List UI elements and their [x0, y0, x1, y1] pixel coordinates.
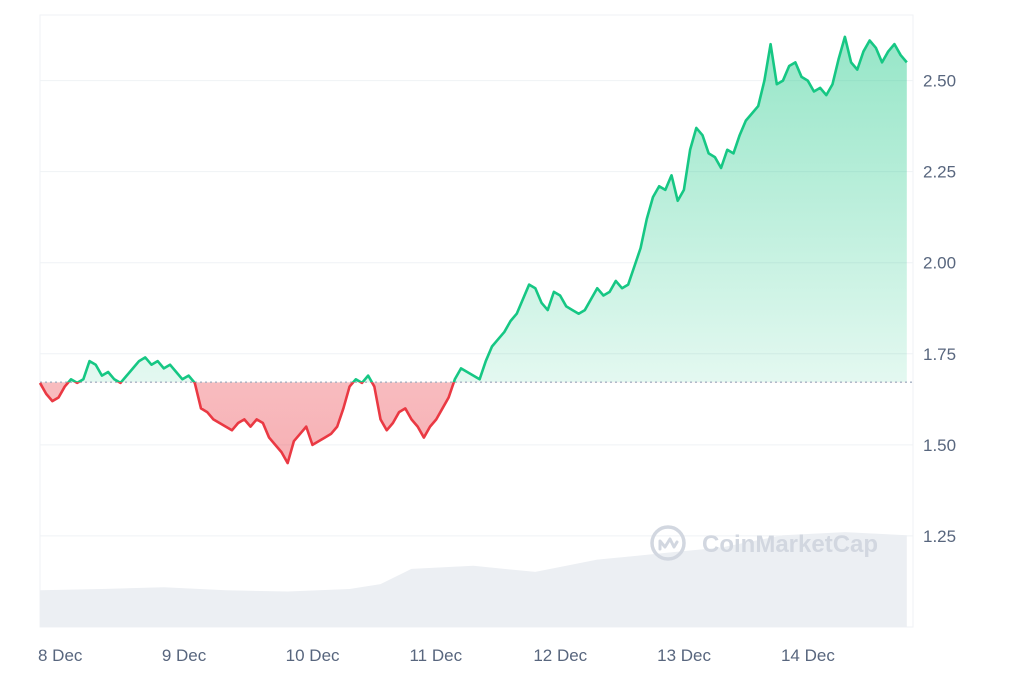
y-tick-label: 2.00 — [923, 254, 956, 273]
y-tick-label: 2.50 — [923, 72, 956, 91]
x-tick-label: 13 Dec — [657, 646, 711, 665]
watermark-text: CoinMarketCap — [702, 531, 878, 558]
x-axis-ticks: 8 Dec 9 Dec 10 Dec 11 Dec 12 Dec 13 Dec 14 Dec — [38, 646, 835, 665]
price-area — [40, 37, 907, 463]
x-tick-label: 9 Dec — [162, 646, 207, 665]
y-tick-label: 1.50 — [923, 436, 956, 455]
x-tick-label: 11 Dec — [409, 646, 462, 665]
y-tick-label: 1.25 — [923, 527, 956, 546]
y-axis-ticks: 1.25 1.50 1.75 2.00 2.25 2.50 — [923, 72, 956, 546]
x-tick-label: 14 Dec — [781, 646, 835, 665]
y-tick-label: 2.25 — [923, 163, 956, 182]
x-tick-label: 8 Dec — [38, 646, 83, 665]
x-tick-label: 12 Dec — [533, 646, 587, 665]
x-tick-label: 10 Dec — [286, 646, 340, 665]
area-above-baseline — [40, 37, 907, 463]
y-tick-label: 1.75 — [923, 345, 956, 364]
